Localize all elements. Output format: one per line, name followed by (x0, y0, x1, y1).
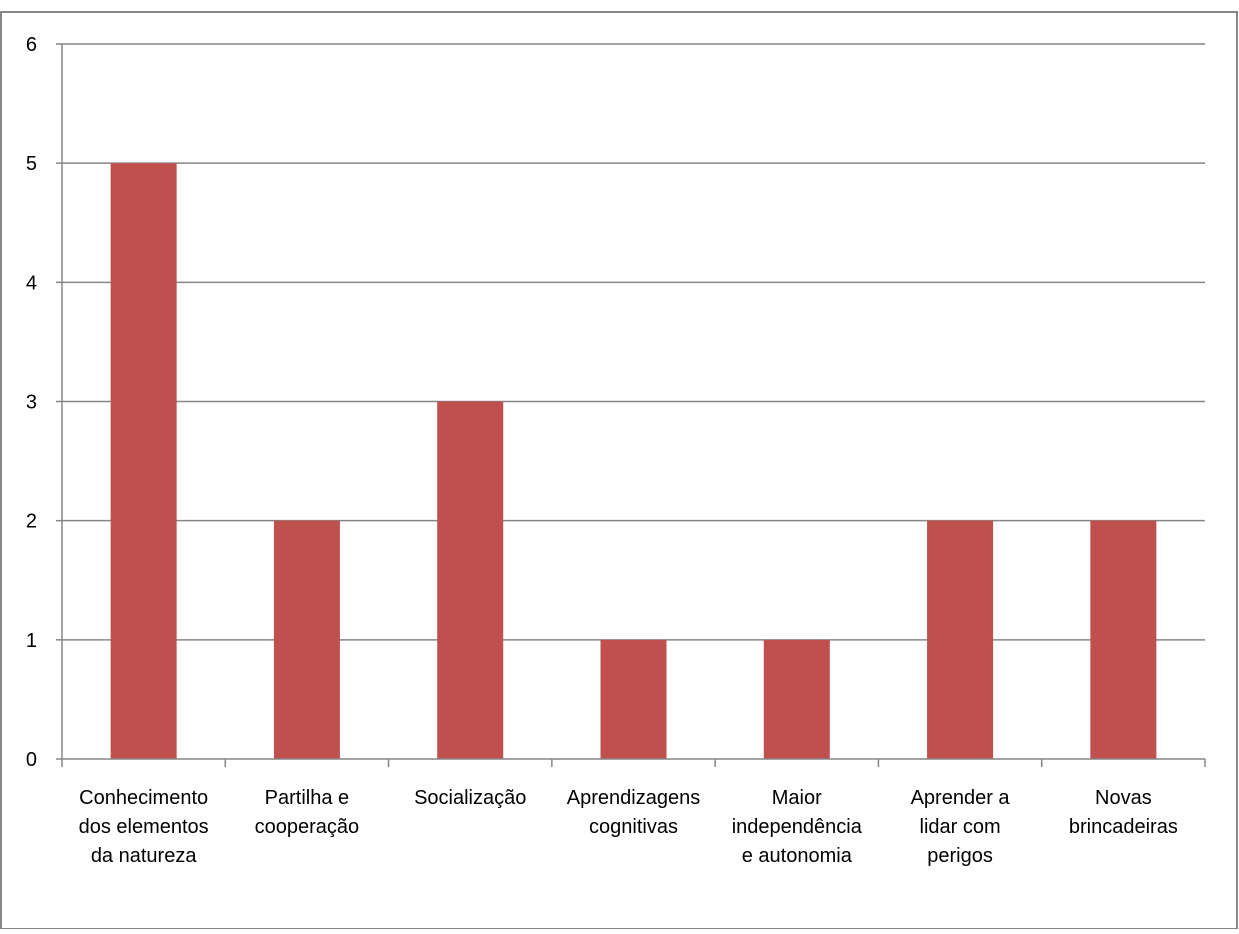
x-tick-label: Conhecimento dos elementos da natureza (79, 787, 209, 867)
y-tick-label: 0 (26, 749, 37, 771)
y-tick-label: 1 (26, 630, 37, 652)
x-tick-label-line: cognitivas (589, 816, 678, 838)
x-tick-label-line: Novas (1095, 787, 1152, 809)
y-tick-label: 2 (26, 511, 37, 533)
x-tick-label: Socialização (414, 787, 526, 809)
x-tick-label-line: perigos (927, 845, 993, 867)
x-tick-label-line: Aprender a (911, 787, 1011, 809)
x-tick-label: Partilha e cooperação (255, 787, 360, 838)
x-tick-label-line: dos elementos (79, 816, 209, 838)
x-tick-label-line: da natureza (91, 845, 198, 867)
bar-2 (437, 401, 504, 759)
y-tick-label: 5 (26, 153, 37, 175)
x-tick-label: Novas brincadeiras (1069, 787, 1178, 838)
gridlines (62, 43, 1205, 641)
x-tick-label: Aprender a lidar com perigos (911, 787, 1011, 867)
bars (110, 163, 1157, 759)
bar-4 (763, 639, 830, 759)
x-tick-label-line: Aprendizagens (567, 787, 700, 809)
y-tick-label: 6 (26, 34, 37, 56)
x-tick-label-line: Partilha e (265, 787, 350, 809)
bar-3 (600, 639, 667, 759)
bar-1 (273, 520, 340, 759)
bar-0 (110, 163, 177, 759)
x-tick-label-line: Conhecimento (79, 787, 208, 809)
x-tick-label-line: e autonomia (742, 845, 853, 867)
bar-5 (927, 520, 994, 759)
x-tick-label-line: brincadeiras (1069, 816, 1178, 838)
bar-6 (1090, 520, 1157, 759)
y-tick-label: 4 (26, 272, 37, 294)
x-tick-label: Aprendizagens cognitivas (567, 787, 700, 838)
y-tick-labels: 0 1 2 3 4 5 6 (26, 34, 37, 771)
x-tick-label-line: Socialização (414, 787, 526, 809)
y-tick-label: 3 (26, 392, 37, 414)
axes (56, 43, 1206, 767)
x-tick-label-line: independência (732, 816, 863, 838)
x-tick-label-line: cooperação (255, 816, 360, 838)
x-tick-label-line: lidar com (920, 816, 1001, 838)
x-tick-label-line: Maior (772, 787, 822, 809)
x-tick-labels: Conhecimento dos elementos da natureza Part… (79, 787, 1178, 867)
x-tick-label: Maior independência e autonomia (732, 787, 863, 867)
